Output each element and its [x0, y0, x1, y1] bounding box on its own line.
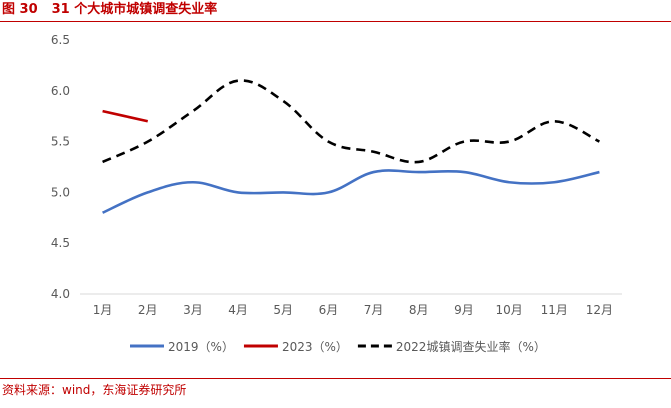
legend-item-2022: 2022城镇调查失业率（%） — [357, 339, 546, 354]
x-tick-label: 12月 — [586, 303, 613, 317]
figure-title-bar: 图 30 31 个大城市城镇调查失业率 — [2, 0, 217, 20]
y-tick-label: 6.0 — [51, 84, 70, 98]
x-tick-label: 11月 — [541, 303, 568, 317]
source-divider — [0, 378, 671, 379]
y-tick-label: 4.0 — [51, 287, 70, 301]
x-tick-label: 10月 — [495, 303, 522, 317]
x-axis-tick-labels: 1月 2月 3月 4月 5月 6月 7月 8月 9月 10月 11月 12月 — [93, 303, 613, 317]
x-tick-label: 6月 — [319, 303, 339, 317]
series-line-2019 — [102, 169, 600, 214]
x-tick-label: 7月 — [364, 303, 384, 317]
x-tick-label: 1月 — [93, 303, 113, 317]
y-axis-tick-labels: 4.0 4.5 5.0 5.5 6.0 6.5 — [51, 33, 70, 301]
series-lines — [102, 79, 601, 214]
legend-item-2019: 2019（%） — [130, 340, 234, 354]
source-note: 资料来源：wind，东海证券研究所 — [2, 383, 187, 397]
y-tick-label: 4.5 — [51, 236, 70, 250]
x-tick-label: 3月 — [183, 303, 203, 317]
figure-number: 图 30 — [2, 2, 38, 17]
x-tick-label: 9月 — [454, 303, 474, 317]
x-tick-label: 4月 — [228, 303, 248, 317]
legend-label: 2023（%） — [282, 340, 348, 354]
x-tick-label: 5月 — [273, 303, 293, 317]
legend-label: 2019（%） — [168, 340, 234, 354]
y-tick-label: 5.5 — [51, 135, 70, 149]
legend-label: 2022城镇调查失业率（%） — [396, 339, 546, 354]
y-tick-label: 6.5 — [51, 33, 70, 47]
series-line-2023 — [102, 109, 149, 123]
legend-item-2023: 2023（%） — [243, 340, 348, 354]
x-tick-label: 8月 — [409, 303, 429, 317]
y-tick-label: 5.0 — [51, 185, 70, 199]
title-divider — [0, 21, 671, 22]
x-tick-label: 2月 — [138, 303, 158, 317]
legend: 2019（%） 2023（%） 2022城镇调查失业率（%） — [130, 339, 546, 354]
figure-title: 31 个大城市城镇调查失业率 — [51, 2, 218, 17]
line-chart: 4.0 4.5 5.0 5.5 6.0 6.5 1月 2月 3月 4月 5月 6月 7月 8月 9月 10月… — [51, 33, 622, 354]
series-line-2022 — [102, 79, 601, 164]
